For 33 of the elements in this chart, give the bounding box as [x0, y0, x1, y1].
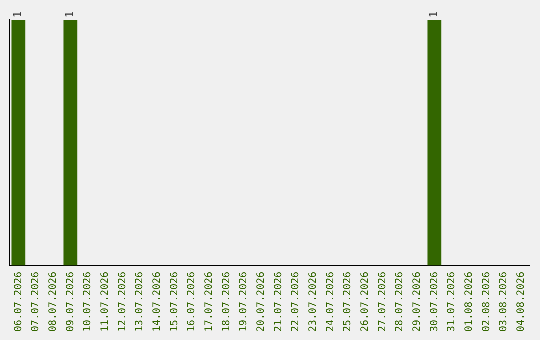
x-tick-label: 04.08.2026	[516, 272, 527, 332]
x-tick-label: 31.07.2026	[446, 272, 458, 332]
x-tick-label: 24.07.2026	[325, 272, 336, 332]
data-label: 1	[428, 11, 441, 18]
x-tick-label: 19.07.2026	[238, 272, 250, 332]
x-tick-label: 23.07.2026	[308, 272, 319, 332]
x-tick-label: 26.07.2026	[360, 272, 371, 332]
data-label: 1	[64, 11, 77, 18]
x-tick-label: 27.07.2026	[377, 272, 388, 332]
x-tick-label: 08.07.2026	[48, 272, 59, 332]
x-tick-label: 10.07.2026	[82, 272, 94, 332]
x-tick-label: 25.07.2026	[342, 272, 354, 332]
data-label: 1	[12, 11, 25, 18]
x-tick-label: 30.07.2026	[429, 272, 440, 332]
x-tick-label: 11.07.2026	[100, 272, 111, 332]
x-tick-label: 29.07.2026	[412, 272, 423, 332]
x-tick-label: 15.07.2026	[169, 272, 180, 332]
x-tick-label: 20.07.2026	[256, 272, 267, 332]
x-tick-label: 18.07.2026	[221, 272, 232, 332]
x-tick-label: 01.08.2026	[464, 272, 475, 332]
x-tick-label: 03.08.2026	[498, 272, 510, 332]
x-tick-label: 22.07.2026	[290, 272, 302, 332]
x-tick-label: 17.07.2026	[204, 272, 215, 332]
x-tick-label: 16.07.2026	[186, 272, 198, 332]
x-tick-label: 02.08.2026	[481, 272, 492, 332]
x-tick-label: 07.07.2026	[30, 272, 42, 332]
x-tick-label: 06.07.2026	[13, 272, 24, 332]
x-tick-label: 09.07.2026	[65, 272, 76, 332]
x-tick-label: 21.07.2026	[273, 272, 284, 332]
x-tick-label: 14.07.2026	[152, 272, 163, 332]
x-tick-label: 28.07.2026	[394, 272, 406, 332]
x-tick-label: 13.07.2026	[134, 272, 146, 332]
x-tick-label: 12.07.2026	[117, 272, 128, 332]
